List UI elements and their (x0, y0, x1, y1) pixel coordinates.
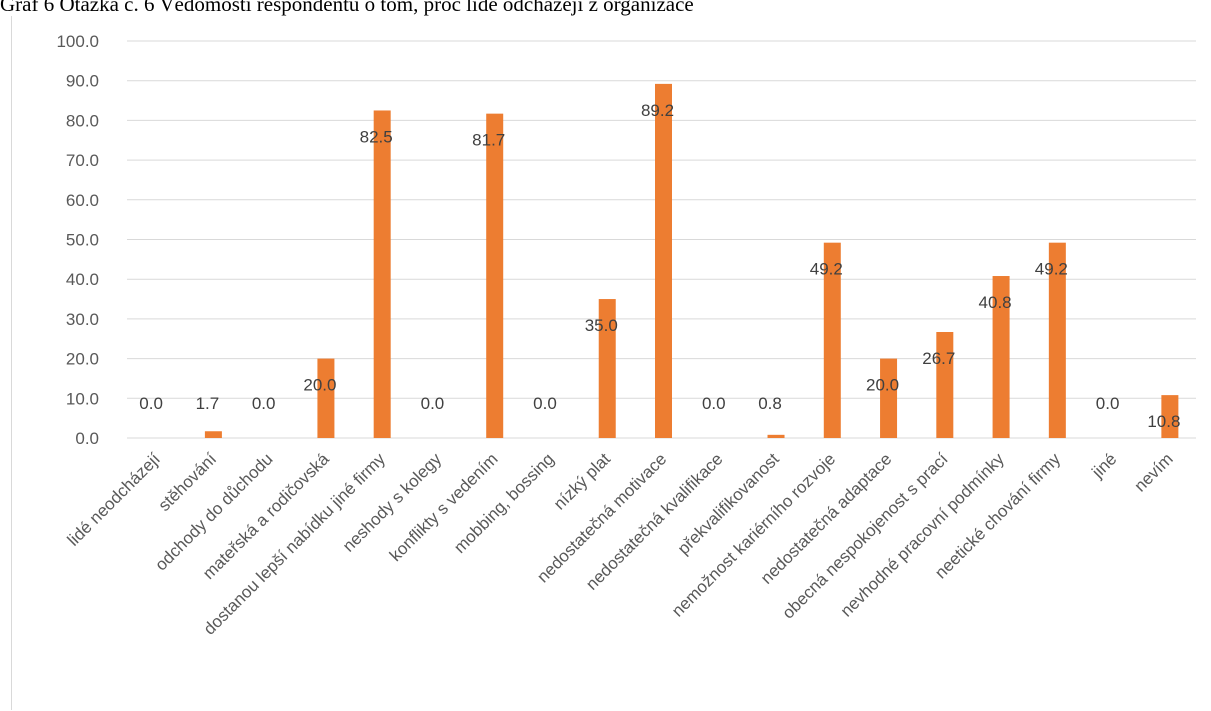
data-label: 0.0 (1096, 394, 1120, 413)
bar (1161, 395, 1179, 438)
bar (598, 299, 616, 438)
y-tick-label: 30.0 (66, 310, 99, 329)
data-label: 0.8 (758, 394, 782, 413)
x-tick-label: lidé neodcházejí (64, 449, 165, 550)
bar (204, 431, 222, 438)
data-label: 26.7 (922, 349, 955, 368)
x-tick-label: jiné (1088, 449, 1121, 482)
data-label: 40.8 (979, 293, 1012, 312)
data-labels: 0.0 1.7 0.0 20.0 82.5 0.0 81.7 0.0 35.0 89.2 0.0 0.… (139, 101, 1180, 431)
bar (823, 242, 841, 438)
data-label: 49.2 (1035, 260, 1068, 279)
y-axis-ticks: 0.0 10.0 20.0 30.0 40.0 50.0 60.0 70.0 80.0 90.0 1… (56, 32, 99, 448)
y-tick-label: 70.0 (66, 151, 99, 170)
data-label: 0.0 (702, 394, 726, 413)
data-label: 0.0 (252, 394, 276, 413)
y-tick-label: 40.0 (66, 270, 99, 289)
y-tick-label: 10.0 (66, 389, 99, 408)
data-label: 10.8 (1147, 412, 1180, 431)
y-tick-label: 60.0 (66, 191, 99, 210)
x-tick-label: mobbing, bossing (450, 449, 558, 557)
data-label: 0.0 (421, 394, 445, 413)
data-label: 20.0 (303, 376, 336, 395)
y-tick-label: 50.0 (66, 231, 99, 250)
y-tick-label: 100.0 (56, 32, 99, 51)
data-label: 20.0 (866, 376, 899, 395)
bar (373, 110, 391, 438)
x-tick-label: překvalifikovanost (674, 449, 783, 558)
x-tick-label: konflikty s vedením (386, 449, 502, 565)
data-label: 35.0 (585, 316, 618, 335)
y-tick-label: 80.0 (66, 111, 99, 130)
data-label: 81.7 (472, 131, 505, 150)
data-label: 82.5 (360, 127, 393, 146)
bar (880, 358, 898, 438)
bar (655, 83, 672, 438)
data-label: 89.2 (641, 101, 674, 120)
bar (936, 332, 954, 438)
data-label: 0.0 (533, 394, 557, 413)
bar (317, 358, 335, 438)
y-tick-label: 0.0 (75, 429, 99, 448)
y-tick-label: 20.0 (66, 350, 99, 369)
bar (992, 276, 1010, 438)
bar (767, 434, 785, 438)
bars (204, 83, 1179, 438)
chart-caption: Graf 6 Otázka č. 6 Vědomosti respondentů… (0, 0, 694, 16)
chart-frame (11, 16, 1210, 710)
bar (486, 113, 504, 438)
x-tick-label: nevím (1131, 449, 1177, 495)
data-label: 0.0 (139, 394, 163, 413)
x-tick-label: neshody s kolegy (339, 449, 446, 556)
data-label: 49.2 (810, 260, 843, 279)
y-tick-label: 90.0 (66, 72, 99, 91)
data-label: 1.7 (196, 394, 220, 413)
bar (1048, 242, 1066, 438)
